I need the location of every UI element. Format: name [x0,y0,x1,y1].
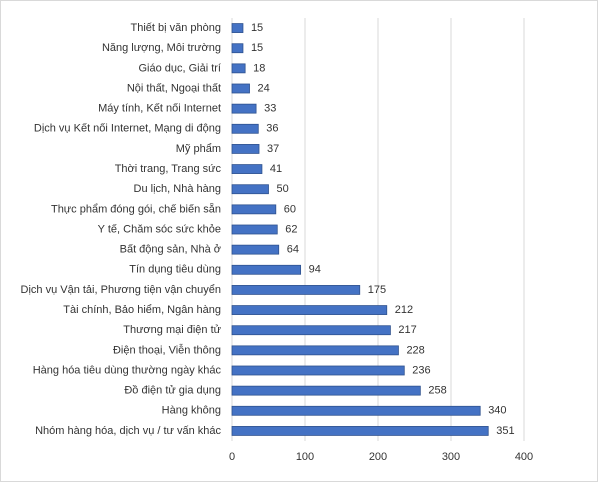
value-label: 41 [270,163,282,175]
value-label: 62 [285,223,297,235]
bar [231,385,421,396]
value-label: 33 [264,103,276,115]
value-label: 37 [267,143,279,155]
bar [231,305,388,315]
bar [231,184,269,195]
bar [231,63,246,74]
value-label: 217 [398,324,416,336]
y-tick-label: Máy tính, Kết nối Internet [98,103,221,115]
y-tick-label: Thời trang, Trang sức [115,163,222,175]
value-label: 15 [251,42,263,54]
y-tick-label: Dịch vụ Kết nối Internet, Mạng di động [34,123,221,135]
y-tick-label: Nội thất, Ngoại thất [127,82,221,94]
y-tick-label: Mỹ phẩm [176,143,221,155]
value-label: 228 [406,344,424,356]
bar [231,103,257,114]
bar [231,365,405,376]
value-label: 94 [309,264,321,276]
x-tick-label: 300 [442,451,460,463]
y-tick-label: Hàng không [162,405,221,417]
bar [231,426,489,436]
value-label: 50 [277,183,289,195]
bar [231,224,278,235]
y-tick-label: Tài chính, Bảo hiểm, Ngân hàng [63,304,221,316]
y-tick-label: Y tế, Chăm sóc sức khỏe [98,223,221,235]
y-tick-label: Hàng hóa tiêu dùng thường ngày khác [33,364,222,376]
value-label: 18 [253,62,265,74]
y-tick-label: Dịch vụ Vận tải, Phương tiện vận chuyển [21,284,221,296]
bar [231,204,277,215]
y-tick-label: Thiết bị văn phòng [130,22,221,34]
bar [231,264,302,275]
y-tick-label: Đồ điện tử gia dụng [124,385,221,397]
bar [231,23,244,33]
bar [231,405,481,416]
value-label: 340 [488,405,506,417]
y-tick-label: Thương mại điện tử [123,324,221,336]
y-tick-label: Nhóm hàng hóa, dịch vụ / tư vấn khác [35,425,221,437]
value-label: 258 [428,385,446,397]
y-tick-label: Bất động sản, Nhà ở [120,244,221,256]
x-tick-label: 400 [515,451,533,463]
x-tick-label: 0 [229,451,235,463]
bar [231,144,260,154]
value-label: 351 [496,425,514,437]
value-label: 212 [395,304,413,316]
y-tick-label: Năng lượng, Môi trường [102,42,221,54]
y-tick-label: Du lịch, Nhà hàng [134,183,221,195]
y-tick-label: Tín dụng tiêu dùng [129,264,221,276]
value-label: 24 [258,82,270,94]
bar [231,43,244,54]
bar [231,164,263,174]
value-label: 175 [368,284,386,296]
bar [231,123,259,134]
bar [231,244,280,255]
value-label: 36 [266,123,278,135]
x-tick-label: 100 [296,451,314,463]
bar [231,345,399,356]
y-tick-label: Giáo dục, Giải trí [138,62,221,74]
bar [231,285,361,295]
value-label: 60 [284,203,296,215]
bar [231,83,250,94]
y-tick-label: Điện thoại, Viễn thông [113,343,221,356]
y-tick-label: Thực phẩm đóng gói, chế biến sẵn [51,202,221,215]
bar [231,325,391,336]
value-label: 236 [412,364,430,376]
value-label: 64 [287,244,299,256]
x-tick-label: 200 [369,451,387,463]
value-label: 15 [251,22,263,34]
